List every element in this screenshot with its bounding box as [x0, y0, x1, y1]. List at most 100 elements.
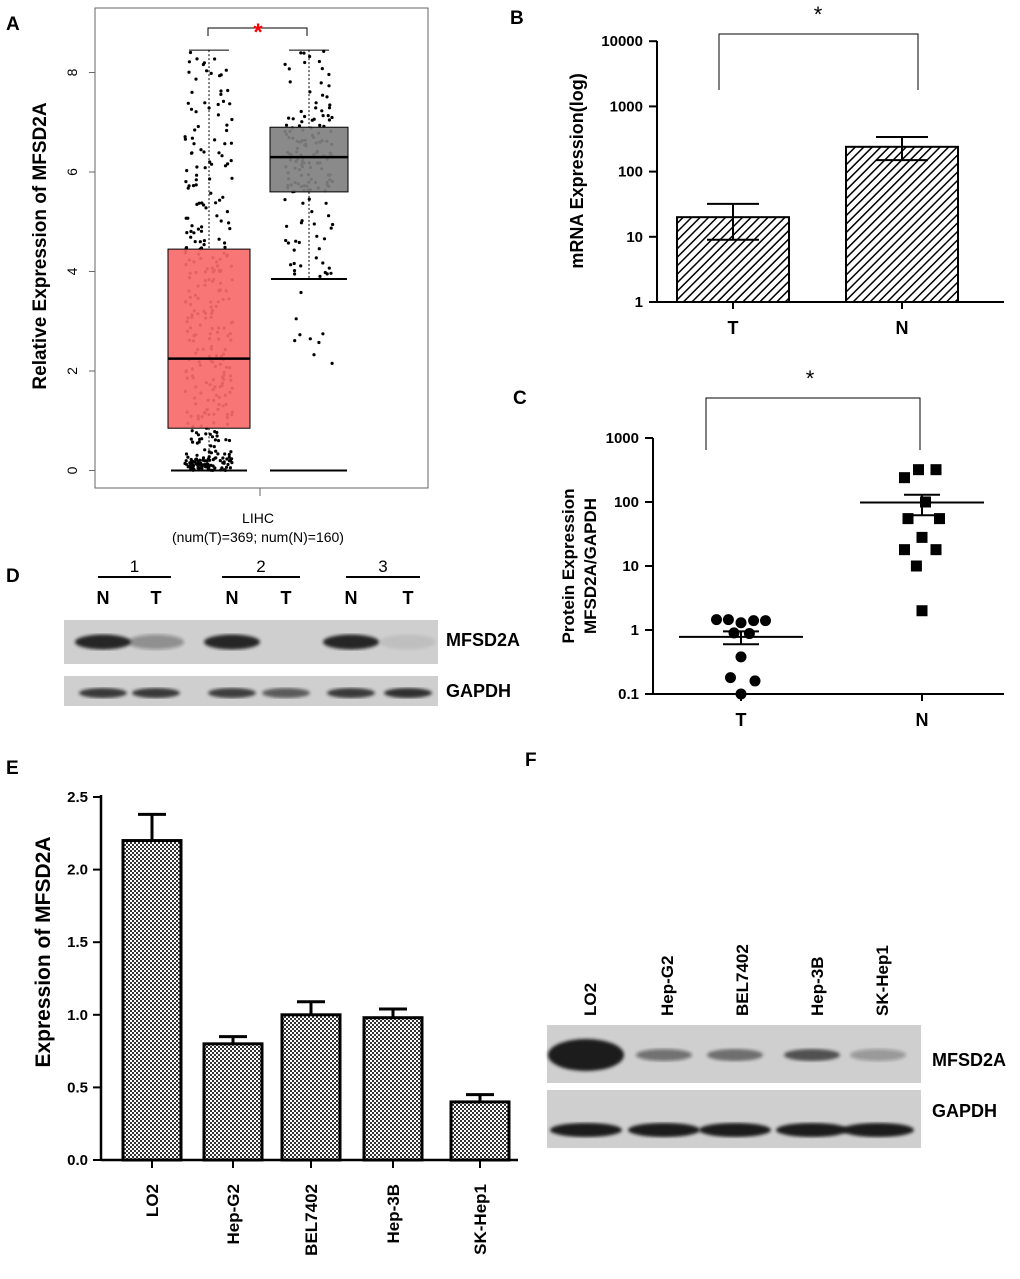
panel-a-point: [330, 361, 334, 365]
panel-a-point: [303, 114, 307, 119]
panel-a-point: [213, 57, 217, 61]
panel-a-point: [303, 60, 307, 65]
panel-c-point-t: [725, 672, 736, 684]
panel-a-point: [319, 81, 323, 85]
panel-a-point: [184, 452, 189, 456]
panel-a-point: [218, 459, 222, 463]
panel-a-point: [214, 456, 218, 460]
panel-a-point: [212, 445, 216, 449]
panel-c-ylabel-line1: Protein Expression: [559, 489, 578, 644]
panel-a-point: [194, 183, 198, 187]
panel-b-ytick-label: 1000: [610, 98, 643, 115]
panel-a-point: [199, 461, 203, 465]
panel-a-point: [327, 106, 332, 110]
panel-a-point: [229, 450, 233, 454]
panel-e-xtick-label: Hep-3B: [384, 1184, 403, 1244]
panel-a-point: [209, 451, 213, 455]
panel-f-western-blot: LO2 Hep-G2 BEL7402 Hep-3B SK-Hep1 MFSD2A GAPDH: [547, 944, 1006, 1148]
panel-a-point: [226, 162, 230, 166]
panel-f-band: [842, 1123, 914, 1137]
panel-a-point: [223, 142, 227, 146]
panel-c-point-n: [913, 464, 924, 476]
panel-a-point: [186, 101, 190, 105]
panel-d-pair-label: 2: [256, 557, 265, 576]
panel-c-point-t: [760, 615, 771, 627]
panel-a-point: [308, 54, 312, 59]
panel-e-xtick-label: SK-Hep1: [471, 1184, 490, 1255]
panel-c-xtick-label: T: [736, 710, 747, 730]
panel-a-point: [321, 93, 325, 97]
panel-a-ytick-label: 2: [64, 367, 80, 375]
panel-a-point: [196, 227, 200, 231]
panel-a-ytick-label: 6: [64, 168, 80, 176]
panel-a-point: [299, 221, 303, 225]
panel-a-point: [184, 459, 188, 463]
panel-a-point: [192, 142, 196, 146]
panel-label-f: F: [525, 750, 537, 771]
panel-a-point: [286, 241, 290, 245]
panel-a-point: [210, 435, 215, 439]
panel-c-xtick-label: N: [916, 710, 929, 730]
panel-a-point: [196, 466, 200, 470]
panel-a-point: [190, 90, 194, 94]
panel-b-xtick-label: T: [728, 318, 739, 338]
panel-a-point: [299, 51, 303, 55]
panel-f-lane-label: BEL7402: [733, 944, 752, 1016]
panel-c-point-n: [902, 513, 914, 525]
panel-a-boxplot: Relative Expression of MFSD2A 0 2 4 6 8 LIHC…: [30, 7, 429, 545]
panel-a-point: [299, 264, 303, 268]
panel-a-point: [292, 261, 296, 266]
panel-a-subtitle: (num(T)=369; num(N)=160): [172, 529, 344, 545]
panel-e-ytick-label: 0.5: [67, 1079, 88, 1096]
panel-a-point: [194, 178, 198, 182]
panel-a-point: [283, 198, 287, 202]
panel-a-point: [210, 162, 214, 166]
panel-e-xtick-label: LO2: [143, 1184, 162, 1217]
panel-a-xlabel: LIHC: [242, 510, 274, 526]
panel-e-bar: [362, 1016, 424, 1162]
panel-f-band: [850, 1049, 906, 1061]
panel-d-lane-label: N: [97, 588, 110, 608]
panel-a-point: [202, 61, 206, 65]
panel-a-point: [193, 240, 197, 244]
panel-a-point: [291, 117, 295, 121]
panel-label-b: B: [510, 8, 524, 29]
panel-a-point: [188, 461, 193, 465]
panel-c-point-t: [735, 651, 747, 663]
panel-a-point: [184, 180, 188, 184]
panel-a-point: [189, 437, 193, 441]
panel-a-point: [308, 337, 312, 341]
panel-a-point: [189, 466, 193, 471]
panel-c-point-n: [930, 464, 942, 476]
panel-a-point: [230, 117, 234, 122]
panel-a-point: [293, 339, 297, 343]
panel-a-point: [214, 449, 218, 453]
panel-a-point: [285, 224, 289, 228]
panel-a-point: [221, 456, 225, 460]
panel-e-ytick-label: 2.5: [67, 789, 88, 806]
panel-f-lane-label: LO2: [581, 983, 600, 1016]
panel-a-point: [323, 270, 327, 275]
panel-a-point: [228, 466, 232, 470]
panel-a-point: [189, 229, 193, 233]
panel-a-point: [196, 463, 200, 468]
panel-a-point: [220, 154, 224, 158]
panel-a-point: [195, 453, 199, 457]
panel-e-xtick-label: BEL7402: [302, 1184, 321, 1256]
panel-f-membrane: [547, 1090, 921, 1148]
panel-a-point: [194, 77, 198, 81]
panel-d-row-label: GAPDH: [446, 681, 511, 701]
panel-f-row-label: MFSD2A: [932, 1050, 1006, 1070]
panel-d-band: [132, 688, 180, 698]
panel-a-point: [195, 441, 199, 445]
panel-d-lane-label: N: [226, 588, 239, 608]
panel-d-row-label: MFSD2A: [446, 630, 520, 650]
panel-a-point: [189, 235, 193, 239]
panel-e-ytick-label: 2.0: [67, 862, 88, 879]
panel-c-point-t: [748, 615, 760, 627]
panel-a-point: [218, 198, 222, 202]
panel-a-point: [204, 432, 208, 436]
panel-a-point: [202, 239, 206, 243]
panel-a-point: [191, 440, 195, 444]
